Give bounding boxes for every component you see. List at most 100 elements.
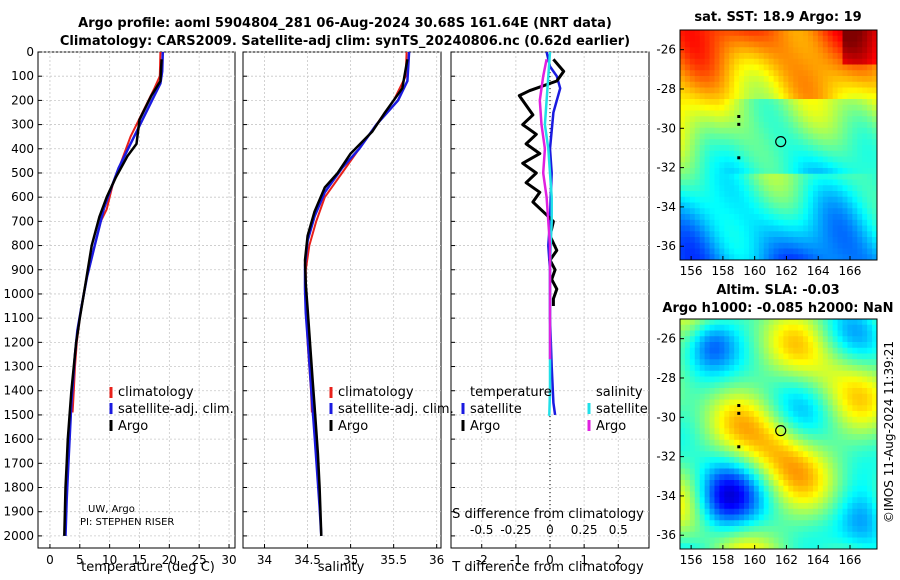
map-cell <box>788 336 794 343</box>
map-cell <box>773 104 779 111</box>
map-cell <box>773 330 779 337</box>
map-cell <box>680 196 686 203</box>
map-cell <box>689 214 696 221</box>
map-cell <box>704 376 710 383</box>
map-cell <box>763 168 770 175</box>
diff-xlabel: T difference from climatology <box>451 560 644 575</box>
map-cell <box>744 87 750 94</box>
map-cell <box>744 35 750 42</box>
map-cell <box>852 156 858 163</box>
map-cell <box>758 30 765 37</box>
map-cell <box>793 485 799 492</box>
map-cell <box>778 64 784 71</box>
map-cell <box>808 162 814 169</box>
map-cell <box>793 127 799 134</box>
map-cell <box>783 347 789 354</box>
map-cell <box>734 491 740 498</box>
map-cell <box>798 508 804 515</box>
map-cell <box>704 145 710 152</box>
map-cell <box>753 191 760 198</box>
map-cell <box>857 76 863 83</box>
map-cell <box>694 434 701 441</box>
map-cell <box>872 87 878 94</box>
map-cell <box>729 99 735 106</box>
map-cell <box>724 480 730 487</box>
map-cell <box>803 99 809 106</box>
map-cell <box>872 353 878 360</box>
map-cell <box>812 330 819 337</box>
map-cell <box>808 485 814 492</box>
map-cell <box>837 145 843 152</box>
map-cell <box>862 225 868 232</box>
map-cell <box>680 520 686 527</box>
map-cell <box>729 393 735 400</box>
map-cell <box>847 416 853 423</box>
map-x-tick-label: 158 <box>711 264 734 278</box>
map-cell <box>714 526 720 533</box>
map-cell <box>808 399 814 406</box>
y-tick-label: 1600 <box>3 432 34 446</box>
map-cell <box>822 214 829 221</box>
map-cell <box>862 219 868 226</box>
map-cell <box>773 248 779 255</box>
map-cell <box>808 104 814 111</box>
map-cell <box>812 47 819 54</box>
map-cell <box>680 347 686 354</box>
map-cell <box>758 242 765 249</box>
map-cell <box>788 30 794 37</box>
map-cell <box>680 225 686 232</box>
map-cell <box>744 342 750 349</box>
map-cell <box>872 173 878 180</box>
map-cell <box>684 231 691 238</box>
map-cell <box>857 219 863 226</box>
map-cell <box>714 196 720 203</box>
map-cell <box>758 434 765 441</box>
map-cell <box>817 104 824 111</box>
map-cell <box>744 359 750 366</box>
map-cell <box>704 99 710 106</box>
map-cell <box>842 537 848 544</box>
map-cell <box>832 434 838 441</box>
map-cell <box>684 93 691 100</box>
map-cell <box>798 116 804 123</box>
map-cell <box>758 127 765 134</box>
map-cell <box>699 122 706 129</box>
map-cell <box>842 353 848 360</box>
map-cell <box>852 468 858 475</box>
map-cell <box>808 324 814 331</box>
map-cell <box>847 422 853 429</box>
map-cell <box>694 41 701 48</box>
map-cell <box>793 173 799 180</box>
map-cell <box>709 365 715 372</box>
map-cell <box>753 474 760 481</box>
map-cell <box>847 173 853 180</box>
map-cell <box>822 150 829 157</box>
map-cell <box>817 353 824 360</box>
map-cell <box>753 64 760 71</box>
map-cell <box>739 336 745 343</box>
map-cell <box>847 202 853 209</box>
map-cell <box>788 162 794 169</box>
map-cell <box>783 462 789 469</box>
map-cell <box>847 191 853 198</box>
map-cell <box>803 336 809 343</box>
map-cell <box>793 104 799 111</box>
map-cell <box>793 365 799 372</box>
map-cell <box>837 104 843 111</box>
map-cell <box>778 485 784 492</box>
map-cell <box>729 526 735 533</box>
map-cell <box>739 202 745 209</box>
map-cell <box>763 503 770 510</box>
map-cell <box>812 58 819 65</box>
map-cell <box>822 497 829 504</box>
map-cell <box>719 87 725 94</box>
map-cell <box>734 353 740 360</box>
map-cell <box>827 110 834 117</box>
map-cell <box>852 93 858 100</box>
map-cell <box>832 370 838 377</box>
map-cell <box>744 168 750 175</box>
map-cell <box>753 162 760 169</box>
map-cell <box>827 139 834 146</box>
map-cell <box>748 99 755 106</box>
sla-map: 156 158 160 162 164 166-26-28-30-32-34-36 <box>656 318 878 567</box>
